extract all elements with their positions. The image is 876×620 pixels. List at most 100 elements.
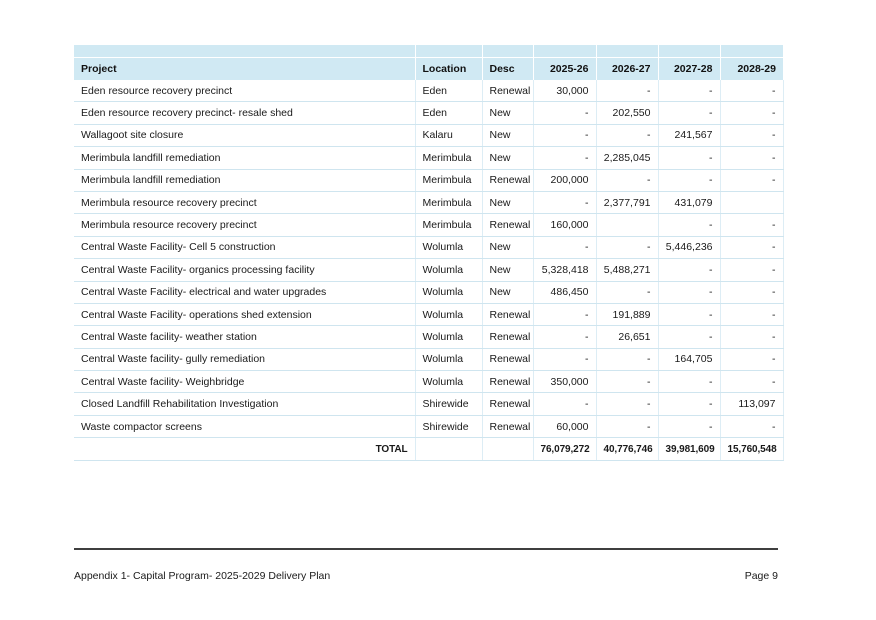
cell-2026-27 (596, 213, 659, 237)
cell-project: Merimbula landfill remediation (74, 169, 416, 192)
table-row: Merimbula landfill remediation Merimbula… (74, 146, 784, 170)
table-row: Central Waste Facility- Cell 5 construct… (74, 236, 784, 260)
total-row: TOTAL 76,079,272 40,776,746 39,981,609 1… (74, 437, 784, 462)
cell-location: Wolumla (415, 303, 483, 327)
cell-desc: Renewal (482, 80, 534, 103)
total-2028-29: 15,760,548 (720, 437, 784, 462)
cell-project: Wallagoot site closure (74, 124, 416, 148)
cell-2028-29: - (720, 348, 784, 372)
table-row: Central Waste Facility- operations shed … (74, 303, 784, 327)
cell-project: Merimbula landfill remediation (74, 146, 416, 170)
cell-project: Merimbula resource recovery precinct (74, 191, 416, 215)
cell-2028-29: - (720, 325, 784, 349)
total-2026-27: 40,776,746 (596, 437, 659, 462)
cell-project: Central Waste Facility- electrical and w… (74, 281, 416, 304)
table-row: Eden resource recovery precinct- resale … (74, 101, 784, 125)
cell-2026-27: - (596, 169, 659, 192)
cell-2027-28: 431,079 (658, 191, 721, 215)
spacer-cell (482, 45, 534, 58)
cell-location: Kalaru (415, 124, 483, 148)
cell-2027-28: - (658, 101, 721, 125)
cell-location: Wolumla (415, 236, 483, 260)
cell-project: Central Waste facility- gully remediatio… (74, 348, 416, 372)
cell-desc: Renewal (482, 370, 534, 394)
cell-2025-26: - (533, 191, 597, 215)
cell-project: Central Waste Facility- Cell 5 construct… (74, 236, 416, 260)
cell-project: Eden resource recovery precinct (74, 80, 416, 103)
cell-2025-26: - (533, 236, 597, 260)
spacer-cell (533, 45, 597, 58)
cell-2028-29: - (720, 80, 784, 103)
total-location-empty (415, 437, 483, 462)
cell-location: Eden (415, 80, 483, 103)
total-label: TOTAL (74, 437, 416, 462)
cell-location: Eden (415, 101, 483, 125)
cell-project: Eden resource recovery precinct- resale … (74, 101, 416, 125)
cell-2026-27: 191,889 (596, 303, 659, 327)
cell-2028-29: - (720, 236, 784, 260)
table-body: Eden resource recovery precinct Eden Ren… (74, 80, 784, 439)
cell-desc: Renewal (482, 348, 534, 372)
cell-desc: New (482, 124, 534, 148)
cell-2026-27: 26,651 (596, 325, 659, 349)
cell-2028-29: - (720, 146, 784, 170)
cell-2027-28: 5,446,236 (658, 236, 721, 260)
cell-2028-29: - (720, 281, 784, 304)
cell-2027-28: - (658, 303, 721, 327)
cell-2025-26: - (533, 348, 597, 372)
cell-project: Closed Landfill Rehabilitation Investiga… (74, 392, 416, 416)
capital-program-table: Project Location Desc 2025-26 2026-27 20… (74, 45, 784, 462)
page-footer: Appendix 1- Capital Program- 2025-2029 D… (74, 570, 778, 582)
cell-2025-26: 5,328,418 (533, 258, 597, 282)
cell-desc: New (482, 281, 534, 304)
cell-2025-26: - (533, 146, 597, 170)
cell-location: Wolumla (415, 258, 483, 282)
cell-2026-27: - (596, 370, 659, 394)
cell-2026-27: 2,377,791 (596, 191, 659, 215)
cell-2026-27: 5,488,271 (596, 258, 659, 282)
cell-2027-28: 164,705 (658, 348, 721, 372)
col-header-desc: Desc (482, 57, 534, 80)
cell-desc: New (482, 236, 534, 260)
cell-desc: Renewal (482, 169, 534, 192)
cell-location: Merimbula (415, 169, 483, 192)
cell-2027-28: - (658, 370, 721, 394)
cell-2025-26: 30,000 (533, 80, 597, 103)
total-2027-28: 39,981,609 (658, 437, 721, 462)
table-row: Eden resource recovery precinct Eden Ren… (74, 80, 784, 103)
table-row: Waste compactor screens Shirewide Renewa… (74, 415, 784, 439)
cell-2026-27: - (596, 348, 659, 372)
cell-2027-28: - (658, 258, 721, 282)
cell-desc: Renewal (482, 213, 534, 237)
cell-2025-26: 350,000 (533, 370, 597, 394)
col-header-2025-26: 2025-26 (533, 57, 597, 80)
cell-2028-29: - (720, 258, 784, 282)
cell-desc: New (482, 146, 534, 170)
cell-2025-26: - (533, 325, 597, 349)
cell-2027-28: - (658, 392, 721, 416)
cell-2027-28: - (658, 213, 721, 237)
cell-2025-26: 200,000 (533, 169, 597, 192)
cell-2025-26: 60,000 (533, 415, 597, 439)
cell-2027-28: - (658, 146, 721, 170)
table-row: Central Waste Facility- organics process… (74, 258, 784, 282)
cell-2025-26: 160,000 (533, 213, 597, 237)
table-row: Merimbula landfill remediation Merimbula… (74, 169, 784, 192)
total-desc-empty (482, 437, 534, 462)
cell-location: Wolumla (415, 325, 483, 349)
col-header-2028-29: 2028-29 (720, 57, 783, 80)
cell-2028-29 (720, 191, 784, 215)
cell-project: Central Waste Facility- organics process… (74, 258, 416, 282)
spacer-cell (658, 45, 721, 58)
cell-2027-28: - (658, 325, 721, 349)
col-header-2027-28: 2027-28 (658, 57, 721, 80)
cell-2026-27: - (596, 392, 659, 416)
footer-page-number: Page 9 (744, 570, 778, 582)
cell-2026-27: - (596, 80, 659, 103)
cell-project: Central Waste facility- Weighbridge (74, 370, 416, 394)
cell-desc: New (482, 101, 534, 125)
cell-2028-29: 113,097 (720, 392, 784, 416)
spacer-cell (74, 45, 416, 58)
cell-2026-27: - (596, 124, 659, 148)
